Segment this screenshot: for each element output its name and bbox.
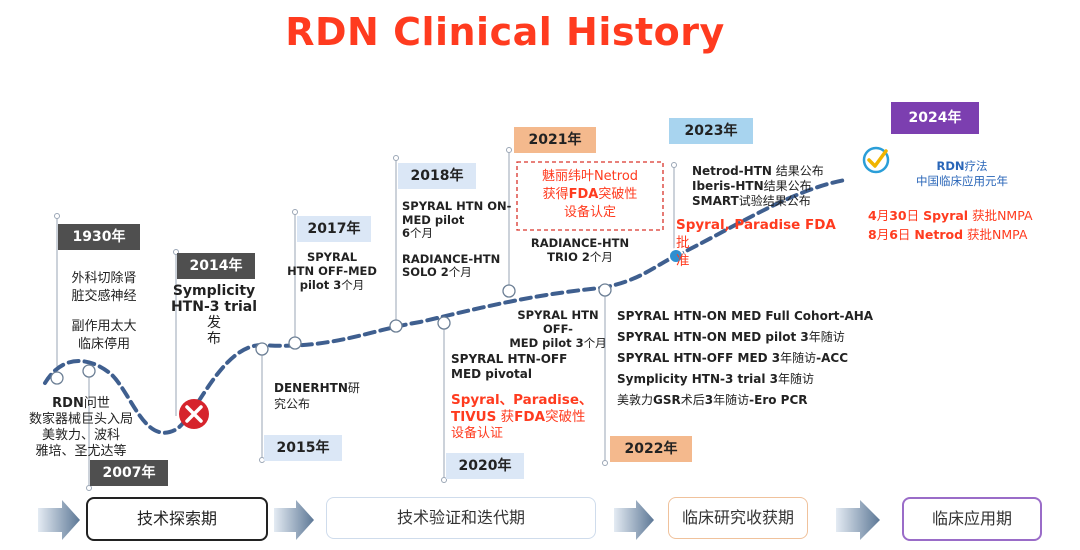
event-2022: SPYRAL HTN-ON MED Full Cohort-AHA SPYRAL… — [617, 309, 874, 407]
year-2022: 2022年 — [610, 436, 692, 462]
event-2017: SPYRAL HTN OFF-MED pilot 3个月 — [287, 250, 377, 292]
event-2023: Netrod-HTN 结果公布 Iberis-HTN结果公布 SMART试验结果… — [692, 164, 824, 208]
stage-clinical-application: 临床应用期 — [902, 497, 1042, 541]
year-2015: 2015年 — [264, 435, 342, 461]
stage-research-harvest: 临床研究收获期 — [668, 497, 808, 539]
year-2021: 2021年 — [514, 127, 596, 153]
year-2014: 2014年 — [177, 253, 255, 279]
year-2023: 2023年 — [669, 118, 753, 144]
event-2014: Symplicity HTN-3 trial 发 布 — [170, 283, 258, 347]
event-2020: SPYRAL HTN-OFF MED pivotal Spyral、Paradi… — [451, 352, 593, 441]
year-2007: 2007年 — [90, 460, 168, 486]
event-2023-fda: Spyral, Paradise FDA批 准 — [676, 217, 836, 269]
year-2017: 2017年 — [297, 216, 371, 242]
event-2021-fda: 魅丽纬叶Netrod 获得FDA突破性 设备认定 — [541, 169, 639, 220]
year-2018: 2018年 — [398, 163, 476, 189]
fda-highlight-box — [516, 161, 664, 231]
event-1930: 外科切除肾 脏交感神经 副作用太大 临床停用 — [71, 271, 137, 352]
event-2018: SPYRAL HTN ON- MED pilot 6个月 RADIANCE-HT… — [402, 199, 512, 279]
check-circle-icon — [862, 146, 890, 174]
year-1930: 1930年 — [58, 224, 140, 250]
event-2019: SPYRAL HTN OFF- MED pilot 3个月 — [509, 308, 607, 350]
stage-exploration: 技术探索期 — [86, 497, 268, 541]
highlight-node — [668, 248, 684, 264]
event-2015: DENERHTN研 究公布 — [274, 381, 360, 411]
timeline-pins — [54, 147, 677, 491]
event-2024-title: RDN疗法 中国临床应用元年 — [916, 159, 1008, 188]
stage-arrows — [38, 500, 880, 540]
year-2020: 2020年 — [446, 453, 524, 479]
page-title: RDN Clinical History — [285, 10, 725, 54]
event-2007: RDN问世 数家器械巨头入局 美敦力、波科 雅培、圣尤达等 — [28, 396, 133, 459]
year-2024: 2024年 — [891, 102, 979, 134]
stage-validation: 技术验证和迭代期 — [326, 497, 596, 539]
event-2024-approvals: 4月30日 Spyral 获批NMPA 8月6日 Netrod 获批NMPA — [868, 208, 1033, 242]
curve-nodes — [50, 283, 612, 385]
event-2021-radiance: RADIANCE-HTN TRIO 2个月 — [530, 236, 630, 264]
red-x-circle-icon — [179, 399, 209, 429]
